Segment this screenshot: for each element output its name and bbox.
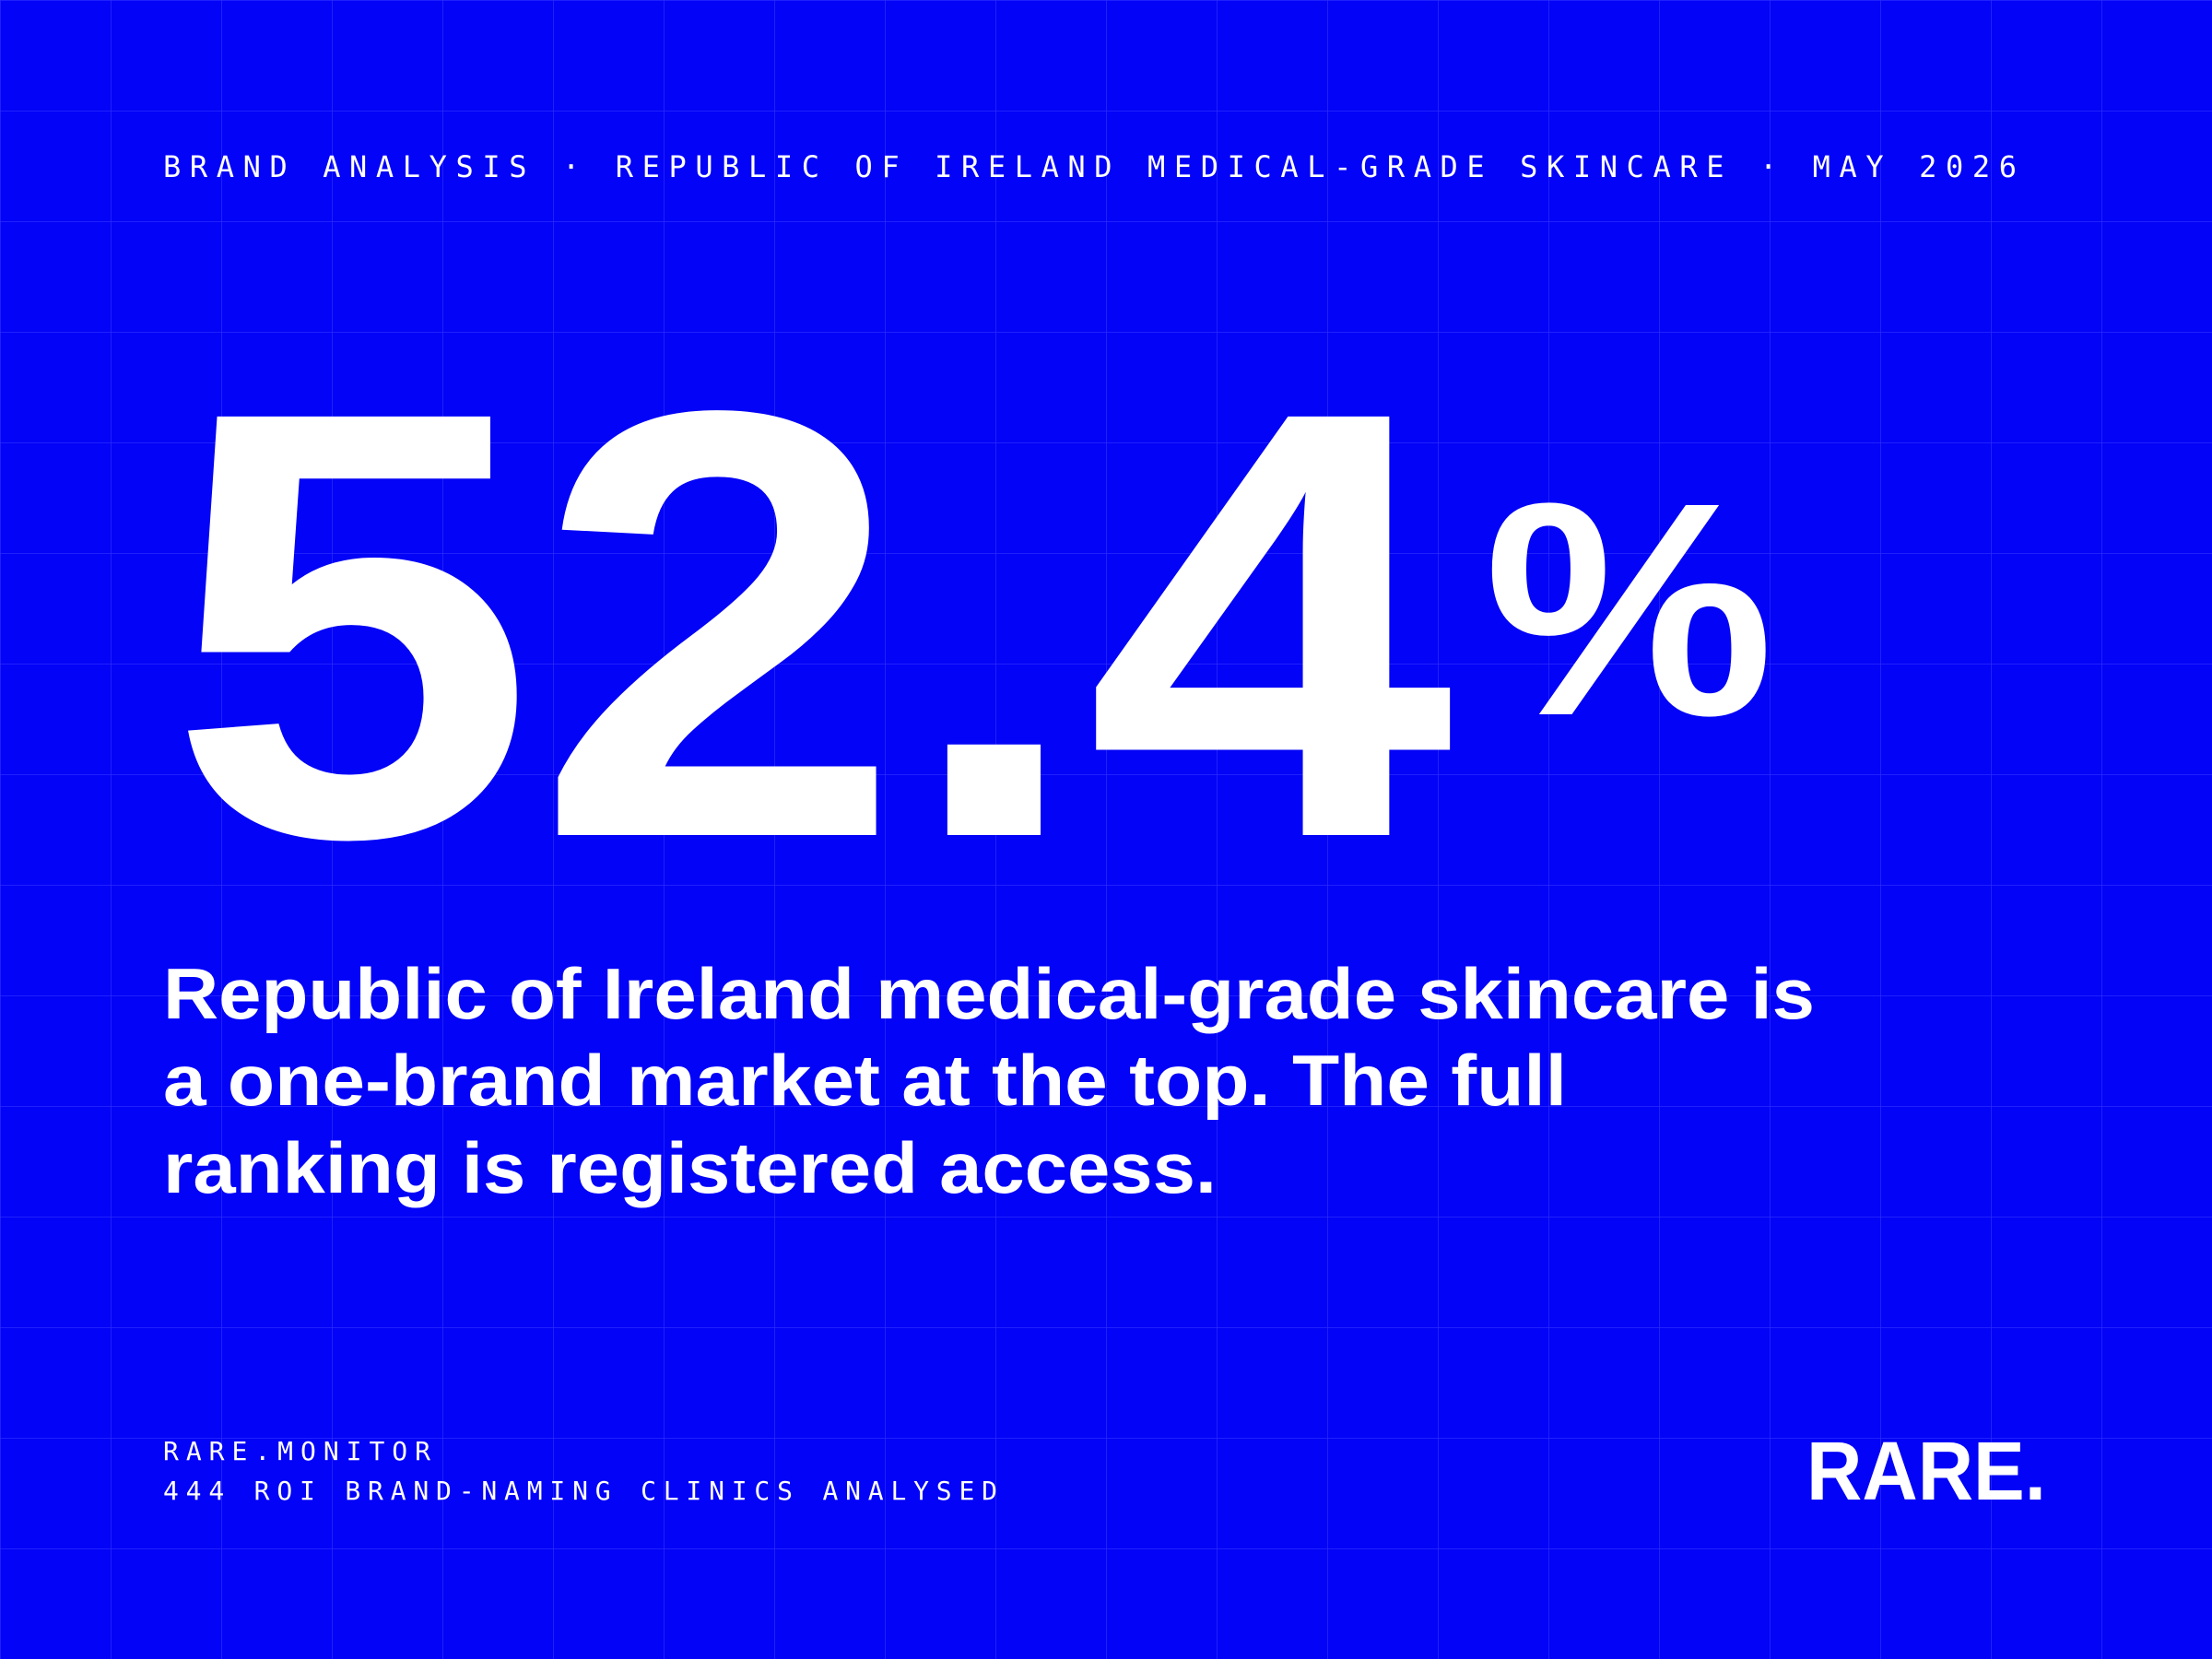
stat-unit: %: [1484, 439, 1774, 779]
statement-line: ranking is registered access.: [163, 1127, 1217, 1208]
statement-line: Republic of Ireland medical-grade skinca…: [163, 953, 1815, 1034]
stat-value: 52.4: [168, 285, 1458, 964]
footer-note: 444 ROI BRAND-NAMING CLINICS ANALYSED: [163, 1476, 997, 1506]
statement-line: a one-brand market at the top. The full: [163, 1040, 1567, 1121]
logo: RARE.: [1806, 1426, 2046, 1518]
